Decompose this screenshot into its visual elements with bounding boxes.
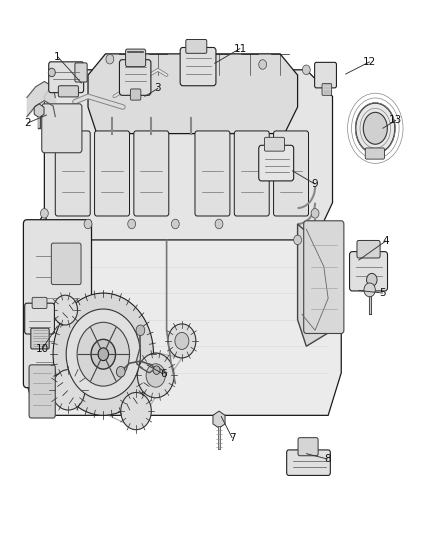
Circle shape <box>175 333 189 350</box>
Circle shape <box>117 367 125 377</box>
Circle shape <box>136 325 145 336</box>
Circle shape <box>121 392 151 430</box>
Circle shape <box>77 322 130 386</box>
Circle shape <box>138 353 174 398</box>
Circle shape <box>215 219 223 229</box>
FancyBboxPatch shape <box>58 86 78 97</box>
FancyBboxPatch shape <box>357 240 380 258</box>
Text: 1: 1 <box>54 52 61 61</box>
Text: 11: 11 <box>233 44 247 53</box>
FancyBboxPatch shape <box>55 131 90 216</box>
Circle shape <box>52 369 85 410</box>
Circle shape <box>91 340 116 369</box>
FancyBboxPatch shape <box>134 131 169 216</box>
FancyBboxPatch shape <box>75 63 87 82</box>
FancyBboxPatch shape <box>304 221 344 334</box>
FancyBboxPatch shape <box>259 146 293 181</box>
Circle shape <box>48 68 55 77</box>
Text: 2: 2 <box>25 118 31 128</box>
FancyBboxPatch shape <box>23 220 92 387</box>
Polygon shape <box>27 213 341 415</box>
Text: 3: 3 <box>155 83 161 93</box>
Circle shape <box>302 65 310 75</box>
Circle shape <box>128 219 136 229</box>
FancyBboxPatch shape <box>265 138 285 151</box>
Polygon shape <box>88 54 297 134</box>
Text: 9: 9 <box>312 179 318 189</box>
Circle shape <box>259 60 267 69</box>
Circle shape <box>66 309 141 399</box>
FancyBboxPatch shape <box>365 148 385 159</box>
Text: 7: 7 <box>229 433 235 443</box>
FancyBboxPatch shape <box>51 243 81 285</box>
Circle shape <box>153 366 160 374</box>
Circle shape <box>40 208 48 218</box>
FancyBboxPatch shape <box>314 62 336 88</box>
FancyBboxPatch shape <box>298 438 318 456</box>
Circle shape <box>98 348 109 361</box>
Text: 5: 5 <box>379 288 386 298</box>
Circle shape <box>84 219 92 229</box>
FancyBboxPatch shape <box>195 131 230 216</box>
FancyBboxPatch shape <box>120 60 151 95</box>
Circle shape <box>171 219 179 229</box>
FancyBboxPatch shape <box>32 297 47 309</box>
Text: 12: 12 <box>363 57 376 67</box>
FancyBboxPatch shape <box>322 84 332 95</box>
Circle shape <box>293 235 301 245</box>
Circle shape <box>53 295 78 325</box>
FancyBboxPatch shape <box>95 131 130 216</box>
Circle shape <box>168 324 196 358</box>
FancyBboxPatch shape <box>31 328 49 349</box>
Circle shape <box>146 364 165 387</box>
Circle shape <box>311 208 319 218</box>
Polygon shape <box>44 70 332 240</box>
Text: 6: 6 <box>160 369 166 379</box>
Text: 4: 4 <box>382 236 389 246</box>
Ellipse shape <box>356 103 395 154</box>
Circle shape <box>106 54 114 64</box>
FancyBboxPatch shape <box>126 49 146 67</box>
Circle shape <box>53 293 153 415</box>
FancyBboxPatch shape <box>180 47 216 86</box>
FancyBboxPatch shape <box>234 131 269 216</box>
Circle shape <box>62 62 70 72</box>
FancyBboxPatch shape <box>287 450 330 475</box>
Text: 10: 10 <box>35 344 49 354</box>
Circle shape <box>367 273 377 286</box>
Circle shape <box>193 54 201 64</box>
FancyBboxPatch shape <box>25 303 54 334</box>
Ellipse shape <box>363 112 387 144</box>
FancyBboxPatch shape <box>186 39 207 53</box>
FancyBboxPatch shape <box>131 89 141 100</box>
FancyBboxPatch shape <box>49 62 84 93</box>
Polygon shape <box>34 104 44 118</box>
Circle shape <box>364 283 375 297</box>
FancyBboxPatch shape <box>274 131 308 216</box>
Text: 13: 13 <box>389 115 403 125</box>
Text: 8: 8 <box>324 454 331 464</box>
FancyBboxPatch shape <box>42 104 82 153</box>
FancyBboxPatch shape <box>350 252 388 291</box>
Polygon shape <box>297 224 341 346</box>
FancyBboxPatch shape <box>29 365 55 418</box>
